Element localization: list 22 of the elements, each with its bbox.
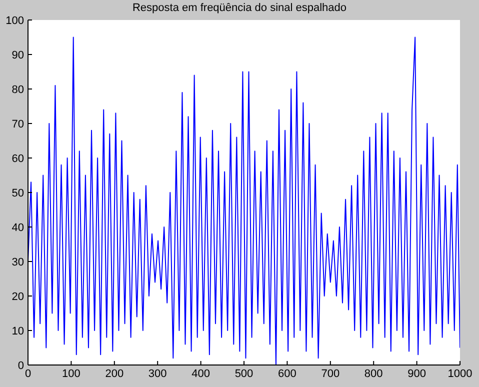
x-tick-label: 400 [192,368,210,380]
y-tick-label: 70 [12,118,24,130]
x-tick-label: 600 [278,368,296,380]
chart-title: Resposta em freqüência do sinal espalhado [131,2,348,14]
x-tick-label: 100 [62,368,80,380]
x-tick-label: 900 [408,368,426,380]
y-tick-label: 20 [12,290,24,303]
x-tick-label: 800 [364,368,383,380]
y-tick-label: 30 [12,256,24,268]
y-tick-label: 90 [12,49,24,62]
y-tick-label: 40 [12,222,24,234]
y-tick-label: 80 [12,84,24,96]
y-tick-label: 50 [12,187,24,200]
x-tick-label: 300 [148,368,167,380]
x-tick-label: 500 [234,368,254,380]
x-tick-label: 200 [105,368,124,380]
y-tick-label: 60 [12,152,24,165]
x-tick-label: 700 [321,368,340,380]
y-tick-label: 10 [12,325,24,338]
y-tick-label: 100 [6,14,24,27]
x-tick-label: 1000 [448,368,472,380]
y-tick-label: 0 [18,360,24,372]
